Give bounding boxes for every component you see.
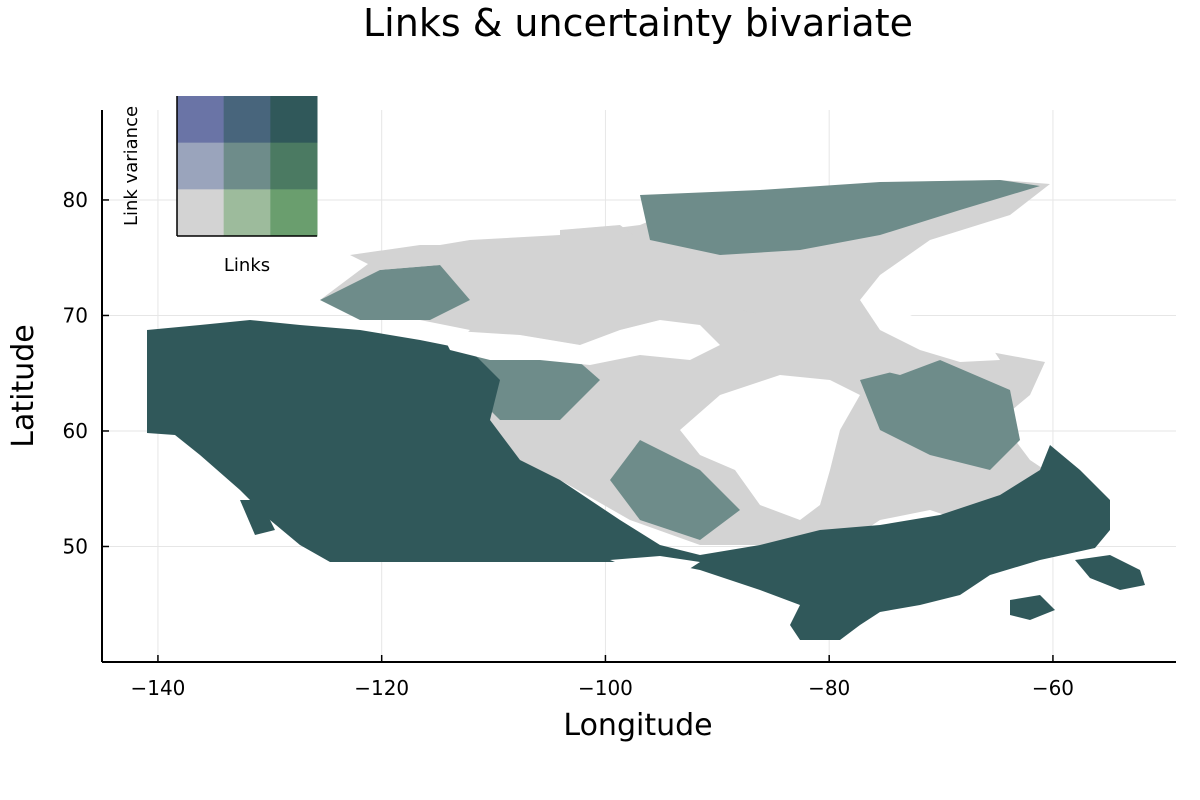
legend-x-label: Links <box>224 255 270 276</box>
y-tick-label: 70 <box>63 303 88 327</box>
island <box>860 345 940 375</box>
x-tick-label: −140 <box>130 676 185 700</box>
region-mid <box>470 345 600 420</box>
legend-cell <box>270 142 318 190</box>
x-tick-label: −80 <box>808 676 850 700</box>
water-strait <box>860 300 1000 362</box>
island <box>240 500 275 535</box>
y-axis-label: Latitude <box>6 324 41 447</box>
legend-cell <box>270 189 318 237</box>
legend-cell <box>177 142 225 190</box>
map-regions <box>147 180 1145 640</box>
water-hudson-bay <box>680 375 860 520</box>
x-tick-label: −100 <box>578 676 633 700</box>
x-tick-label: −60 <box>1032 676 1074 700</box>
y-tick-label: 50 <box>63 534 88 558</box>
legend-cell <box>223 142 271 190</box>
island-newfoundland <box>1075 555 1145 590</box>
island <box>740 275 830 320</box>
region-mid <box>610 440 740 540</box>
island <box>1010 595 1055 620</box>
island <box>560 225 640 255</box>
water-passage <box>440 320 720 365</box>
legend-cell <box>223 96 271 144</box>
chart-title: Links & uncertainty bivariate <box>363 1 913 45</box>
region-low <box>320 180 1110 545</box>
x-ticks: −140 −120 −100 −80 −60 <box>130 655 1074 700</box>
legend-cell <box>223 189 271 237</box>
region-high <box>147 320 1110 640</box>
x-tick-label: −120 <box>354 676 409 700</box>
water-lake <box>610 556 700 575</box>
legend-cell <box>177 189 225 237</box>
island <box>350 245 470 270</box>
region-mid <box>860 360 1020 470</box>
region-mid <box>320 265 470 320</box>
bivariate-legend: Links Link variance <box>121 96 318 276</box>
y-tick-label: 60 <box>63 419 88 443</box>
y-ticks: 50 60 70 80 <box>63 188 109 558</box>
y-tick-label: 80 <box>63 188 88 212</box>
legend-cell <box>177 96 225 144</box>
region-mid <box>640 180 1040 255</box>
legend-y-label: Link variance <box>121 106 142 226</box>
legend-cell <box>270 96 318 144</box>
x-axis-label: Longitude <box>563 708 712 743</box>
